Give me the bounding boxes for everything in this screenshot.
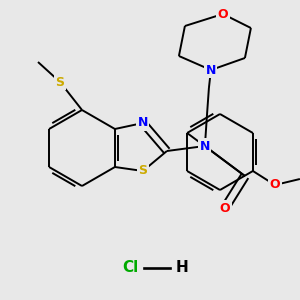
Text: Cl: Cl <box>122 260 138 275</box>
Text: N: N <box>200 140 210 152</box>
Text: O: O <box>270 178 280 191</box>
Text: S: S <box>56 76 64 88</box>
Text: H: H <box>176 260 188 275</box>
Text: N: N <box>206 64 216 76</box>
Text: O: O <box>218 8 228 20</box>
Text: N: N <box>138 116 148 130</box>
Text: O: O <box>220 202 230 214</box>
Text: S: S <box>138 164 147 178</box>
